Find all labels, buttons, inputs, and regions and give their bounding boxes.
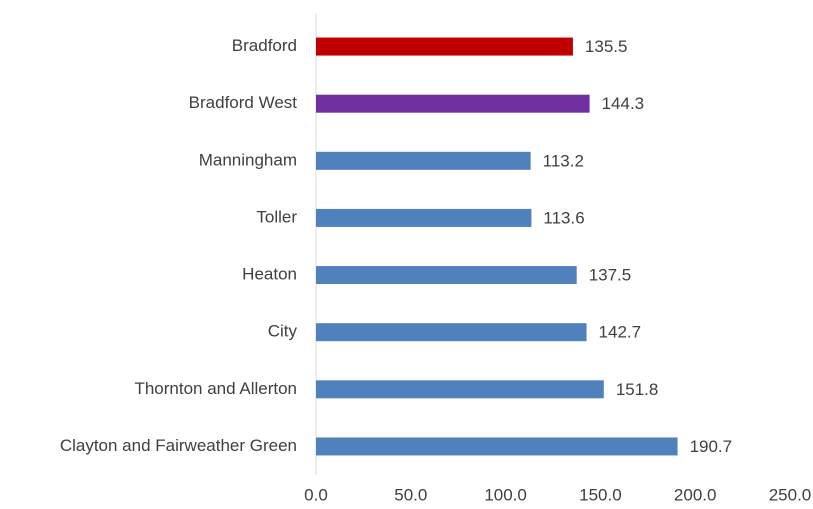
data-label: 144.3: [602, 94, 645, 113]
bar: [316, 323, 587, 342]
y-tick-label: Thornton and Allerton: [134, 379, 297, 398]
y-tick-label: Bradford: [232, 36, 297, 55]
bar: [316, 37, 573, 56]
y-tick-label: Bradford West: [189, 93, 298, 112]
bar: [316, 208, 532, 227]
x-tick-label: 250.0: [769, 485, 812, 504]
x-tick-label: 50.0: [394, 485, 427, 504]
bar: [316, 94, 590, 113]
x-tick-label: 100.0: [484, 485, 527, 504]
data-label: 142.7: [599, 323, 642, 342]
x-tick-label: 0.0: [304, 485, 328, 504]
data-label: 135.5: [585, 37, 628, 56]
y-tick-label: Toller: [256, 207, 297, 226]
bar: [316, 151, 531, 170]
x-tick-label: 200.0: [674, 485, 717, 504]
bar: [316, 437, 678, 456]
data-label: 190.7: [690, 437, 733, 456]
data-label: 113.2: [543, 151, 584, 170]
data-label: 137.5: [589, 266, 632, 285]
data-label: 113.6: [543, 208, 584, 227]
y-tick-label: Manningham: [199, 150, 297, 169]
bar: [316, 266, 577, 285]
y-tick-label: City: [268, 322, 298, 341]
y-tick-label: Heaton: [242, 265, 297, 284]
x-tick-label: 150.0: [579, 485, 622, 504]
y-tick-label: Clayton and Fairweather Green: [60, 436, 297, 455]
data-label: 151.8: [616, 380, 659, 399]
bar: [316, 380, 604, 399]
